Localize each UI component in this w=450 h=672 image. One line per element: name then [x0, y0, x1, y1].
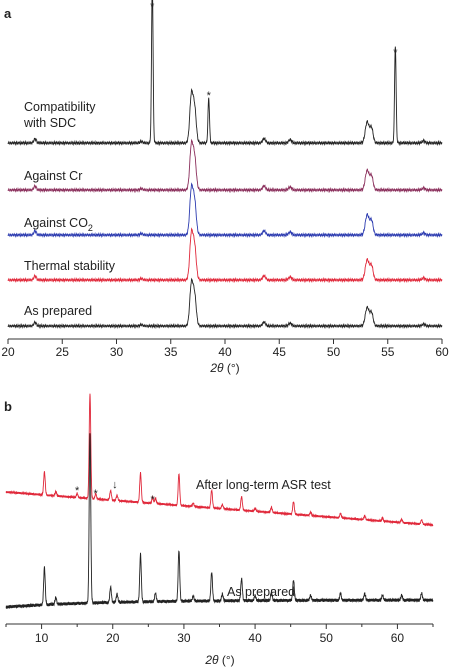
panel-b-label: b — [4, 399, 12, 414]
co2-subscript: 2 — [88, 223, 93, 233]
panel-b-x-ticks: 10 20 30 40 50 60 — [5, 624, 434, 645]
tick-label: 35 — [164, 345, 178, 359]
series-label-thermal: Thermal stability — [24, 259, 116, 273]
peak-marker-b: ↓ — [112, 479, 118, 491]
tick-label: 10 — [35, 631, 49, 645]
series-label-against-co2: Against CO2 — [24, 216, 93, 233]
series-label-compatibility-2: with SDC — [23, 116, 76, 130]
tick-label: 40 — [218, 345, 232, 359]
peak-marker-a: * — [393, 47, 398, 59]
tick-label: 60 — [391, 631, 405, 645]
series-line-b-1 — [5, 433, 434, 610]
tick-label: 20 — [1, 345, 15, 359]
peak-marker-b: * — [94, 488, 99, 500]
tick-label: 50 — [327, 345, 341, 359]
tick-label: 20 — [106, 631, 120, 645]
series-line-a-2 — [7, 182, 443, 239]
peak-marker-a: * — [207, 90, 212, 102]
series-line-a-1 — [7, 138, 443, 194]
tick-label: 50 — [320, 631, 334, 645]
peak-marker-a: * — [150, 1, 155, 13]
tick-label: 60 — [435, 345, 449, 359]
tick-label: 30 — [177, 631, 191, 645]
two-theta-a: 2θ — [209, 361, 224, 375]
series-line-a-4 — [7, 277, 443, 330]
series-label-compatibility: Compatibility — [24, 100, 96, 114]
series-line-a-3 — [7, 227, 443, 284]
series-line-a-0 — [7, 0, 443, 147]
panel-a-plot: * * * — [7, 0, 443, 330]
peak-marker-b: * — [150, 494, 155, 506]
tick-label: 45 — [273, 345, 287, 359]
tick-label: 55 — [381, 345, 395, 359]
tick-label: 40 — [248, 631, 262, 645]
deg-unit-a: (°) — [224, 361, 240, 375]
tick-label: 30 — [110, 345, 124, 359]
series-label-against-cr: Against Cr — [24, 169, 82, 183]
panel-a-x-ticks: 20 25 30 35 40 45 50 55 60 — [1, 339, 449, 359]
series-label-as-prepared-b: As prepared — [227, 585, 295, 599]
deg-unit-b: (°) — [219, 653, 235, 667]
panel-a-x-axis-title: 2θ (°) — [209, 361, 239, 375]
panel-b-x-axis-title: 2θ (°) — [204, 653, 234, 667]
peak-marker-b: * — [75, 485, 80, 497]
series-label-as-prepared-a: As prepared — [24, 304, 92, 318]
series-line-b-0 — [5, 393, 434, 528]
series-label-after-asr: After long-term ASR test — [196, 478, 331, 492]
two-theta-b: 2θ — [204, 653, 219, 667]
panel-a-label: a — [4, 6, 12, 21]
panel-b-plot: * * ↓ * — [5, 393, 434, 610]
co2-main: Against CO — [24, 216, 88, 230]
tick-label: 25 — [56, 345, 70, 359]
